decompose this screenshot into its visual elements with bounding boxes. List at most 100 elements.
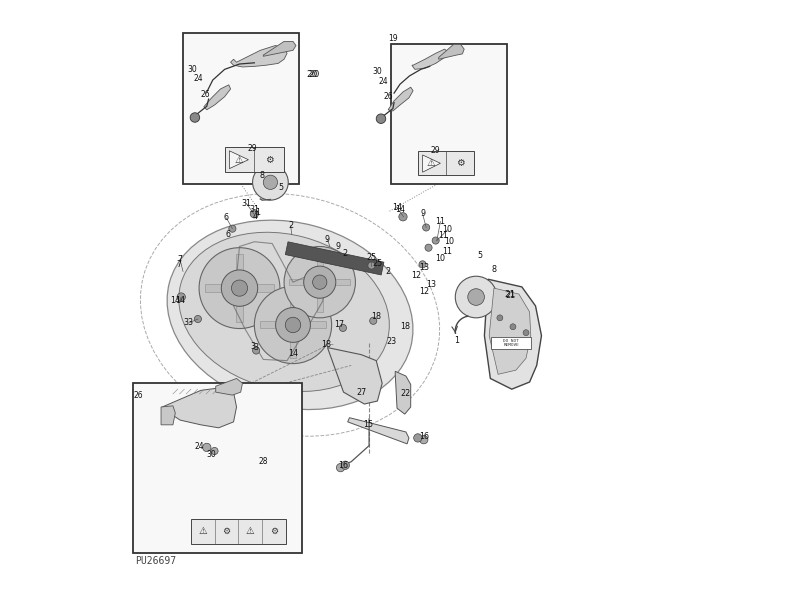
Text: 20: 20	[308, 70, 319, 79]
Bar	[133, 383, 302, 553]
Polygon shape	[327, 347, 382, 404]
Text: 15: 15	[363, 421, 374, 430]
Text: 8: 8	[491, 265, 497, 274]
Circle shape	[422, 224, 430, 231]
Text: 20: 20	[306, 70, 318, 79]
Circle shape	[254, 286, 332, 364]
Text: 10: 10	[435, 254, 446, 263]
Text: 26: 26	[134, 391, 143, 400]
Text: 26: 26	[383, 92, 393, 101]
Text: 25: 25	[372, 259, 382, 268]
Text: 24: 24	[193, 74, 202, 83]
Text: 3: 3	[183, 318, 189, 327]
Text: 3: 3	[254, 343, 258, 352]
Polygon shape	[438, 44, 464, 59]
Text: 6: 6	[225, 230, 230, 239]
Circle shape	[510, 324, 516, 330]
Text: 30: 30	[206, 450, 217, 459]
Circle shape	[231, 280, 247, 296]
Text: 5: 5	[278, 182, 284, 191]
Circle shape	[222, 270, 258, 307]
Polygon shape	[230, 151, 249, 169]
Text: 29: 29	[248, 144, 258, 153]
Polygon shape	[161, 406, 175, 425]
Polygon shape	[422, 155, 441, 172]
Polygon shape	[286, 242, 384, 275]
Text: 10: 10	[444, 237, 454, 246]
Bar	[491, 337, 531, 349]
Circle shape	[376, 114, 386, 124]
Text: 14: 14	[392, 203, 402, 212]
Text: 12: 12	[411, 271, 422, 280]
Polygon shape	[348, 418, 409, 444]
Polygon shape	[412, 49, 447, 70]
Text: 2: 2	[386, 267, 390, 276]
Text: 19: 19	[388, 34, 398, 43]
Circle shape	[399, 212, 407, 221]
Text: 14: 14	[288, 349, 298, 358]
Text: 6: 6	[224, 214, 229, 223]
Text: 23: 23	[386, 337, 396, 346]
Text: 13: 13	[426, 280, 437, 289]
Ellipse shape	[167, 220, 413, 410]
Circle shape	[425, 244, 432, 251]
Circle shape	[370, 317, 377, 325]
Circle shape	[202, 443, 211, 452]
Text: 29: 29	[431, 146, 441, 155]
Circle shape	[263, 175, 278, 190]
Text: 9: 9	[325, 235, 330, 244]
Polygon shape	[388, 87, 413, 111]
Circle shape	[339, 325, 346, 332]
Text: ⚙: ⚙	[222, 527, 230, 536]
Text: 18: 18	[400, 322, 410, 331]
Text: 18: 18	[371, 312, 382, 321]
Bar	[260, 322, 326, 328]
Polygon shape	[216, 379, 242, 395]
Bar	[205, 284, 274, 292]
Polygon shape	[395, 371, 410, 414]
Polygon shape	[489, 288, 530, 374]
Circle shape	[313, 275, 327, 289]
Ellipse shape	[179, 232, 390, 392]
Circle shape	[341, 461, 350, 469]
Text: 16: 16	[418, 432, 429, 441]
Circle shape	[523, 330, 529, 335]
Polygon shape	[204, 85, 230, 110]
Text: PU26697: PU26697	[135, 556, 177, 566]
Circle shape	[468, 289, 485, 305]
Text: 25: 25	[366, 253, 377, 262]
Circle shape	[177, 293, 186, 301]
Text: 13: 13	[418, 263, 429, 272]
Text: ⚠: ⚠	[234, 155, 243, 165]
Text: 11: 11	[438, 232, 448, 241]
Bar	[290, 292, 297, 358]
Text: 8: 8	[259, 170, 265, 179]
Circle shape	[432, 237, 439, 244]
Circle shape	[199, 248, 280, 329]
Circle shape	[284, 247, 355, 318]
Text: 22: 22	[401, 389, 411, 398]
Circle shape	[253, 347, 260, 354]
Text: 31: 31	[242, 199, 252, 208]
Circle shape	[276, 308, 310, 343]
Bar	[225, 147, 284, 172]
Bar	[290, 279, 350, 286]
Text: 2: 2	[288, 221, 293, 230]
Text: 11: 11	[442, 247, 453, 256]
Text: DO NOT
REMOVE: DO NOT REMOVE	[503, 338, 519, 347]
Text: ⚙: ⚙	[265, 155, 274, 165]
Circle shape	[253, 164, 288, 200]
Circle shape	[497, 315, 503, 321]
Text: 1: 1	[255, 208, 260, 217]
Polygon shape	[263, 41, 296, 56]
Text: 17: 17	[334, 320, 345, 329]
Text: 12: 12	[418, 287, 429, 296]
Text: 7: 7	[178, 255, 182, 264]
Circle shape	[419, 261, 426, 268]
Circle shape	[286, 317, 301, 332]
Polygon shape	[230, 46, 287, 67]
Text: 31: 31	[250, 205, 259, 214]
Text: 14: 14	[170, 296, 180, 305]
Circle shape	[368, 262, 375, 269]
Text: 16: 16	[338, 461, 349, 470]
